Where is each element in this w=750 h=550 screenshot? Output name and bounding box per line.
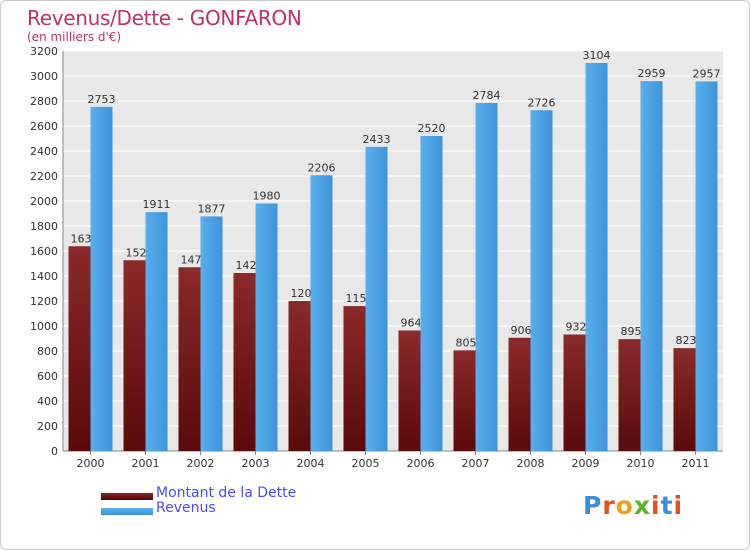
y-tick-label: 0 [51, 445, 58, 458]
bar-revenus [420, 136, 443, 451]
data-label-dette: 906 [511, 324, 532, 337]
logo-letter: i [673, 491, 684, 520]
y-tick-label: 1000 [30, 320, 58, 333]
y-tick-label: 1400 [30, 270, 58, 283]
y-tick-label: 2200 [30, 170, 58, 183]
x-tick-label: 2006 [407, 457, 435, 470]
x-tick-label: 2010 [627, 457, 655, 470]
x-tick-label: 2004 [297, 457, 325, 470]
bar-revenus [310, 175, 333, 451]
y-tick-label: 2000 [30, 195, 58, 208]
data-label-revenus: 2957 [693, 67, 721, 80]
legend-label-dette: Montant de la Dette [156, 485, 297, 501]
bar-dette [453, 350, 476, 451]
bar-dette [673, 348, 696, 451]
x-tick-label: 2009 [572, 457, 600, 470]
legend-label-revenus: Revenus [156, 500, 216, 516]
logo-letter: i [651, 491, 661, 520]
bar-revenus [640, 81, 663, 451]
bar-revenus [475, 103, 498, 451]
data-label-revenus: 2206 [308, 161, 336, 174]
x-tick-label: 2007 [462, 457, 490, 470]
data-label-revenus: 2784 [473, 89, 501, 102]
bar-revenus [695, 81, 718, 451]
y-tick-label: 1800 [30, 220, 58, 233]
bar-dette [563, 334, 586, 451]
x-tick-label: 2008 [517, 457, 545, 470]
bar-revenus [145, 212, 168, 451]
y-tick-label: 2800 [30, 95, 58, 108]
x-tick-label: 2005 [352, 457, 380, 470]
data-label-revenus: 2726 [528, 96, 556, 109]
bar-dette [178, 267, 201, 451]
legend-swatch-revenus [101, 508, 153, 515]
chart-subtitle: (en milliers d'€) [27, 30, 122, 44]
y-tick-label: 1600 [30, 245, 58, 258]
y-tick-label: 2600 [30, 120, 58, 133]
data-label-revenus: 3104 [583, 49, 611, 62]
bar-dette [618, 339, 641, 451]
data-label-revenus: 2433 [363, 133, 391, 146]
logo-letter: t [660, 491, 674, 520]
bar-revenus [200, 216, 223, 451]
logo-letter: o [615, 491, 634, 520]
bar-revenus [365, 146, 388, 451]
data-label-dette: 895 [621, 325, 642, 338]
bar-dette [508, 337, 531, 451]
data-label-revenus: 1911 [143, 198, 171, 211]
y-tick-label: 3200 [30, 45, 58, 58]
y-tick-label: 400 [37, 395, 58, 408]
x-tick-label: 2011 [682, 457, 710, 470]
data-label-revenus: 1877 [198, 202, 226, 215]
legend-swatch-dette [101, 493, 153, 500]
bar-revenus [585, 63, 608, 451]
y-tick-label: 800 [37, 345, 58, 358]
bar-dette [233, 273, 256, 451]
data-label-dette: 805 [456, 336, 477, 349]
x-tick-label: 2003 [242, 457, 270, 470]
y-tick-label: 600 [37, 370, 58, 383]
chart-title: Revenus/Dette - GONFARON [27, 6, 302, 30]
x-tick-label: 2002 [187, 457, 215, 470]
bar-revenus [530, 110, 553, 451]
data-label-dette: 823 [676, 334, 697, 347]
bar-dette [398, 330, 421, 451]
logo-letter: P [583, 491, 603, 520]
data-label-revenus: 1980 [253, 190, 281, 203]
y-tick-label: 2400 [30, 145, 58, 158]
data-label-revenus: 2753 [88, 93, 116, 106]
x-tick-label: 2001 [132, 457, 160, 470]
bar-dette [343, 306, 366, 451]
bar-revenus [255, 203, 278, 451]
proxiti-logo: Proxiti [583, 491, 683, 520]
data-label-revenus: 2520 [418, 122, 446, 135]
bar-revenus [90, 106, 113, 451]
bar-dette [123, 260, 146, 451]
data-label-revenus: 2959 [638, 67, 666, 80]
y-tick-label: 3000 [30, 70, 58, 83]
data-label-dette: 964 [401, 317, 422, 330]
x-tick-label: 2000 [77, 457, 105, 470]
y-tick-label: 200 [37, 420, 58, 433]
bar-dette [68, 246, 91, 451]
logo-letter: x [633, 491, 651, 520]
logo-letter: r [602, 491, 616, 520]
data-label-dette: 932 [566, 321, 587, 334]
bar-dette [288, 301, 311, 451]
y-tick-label: 1200 [30, 295, 58, 308]
